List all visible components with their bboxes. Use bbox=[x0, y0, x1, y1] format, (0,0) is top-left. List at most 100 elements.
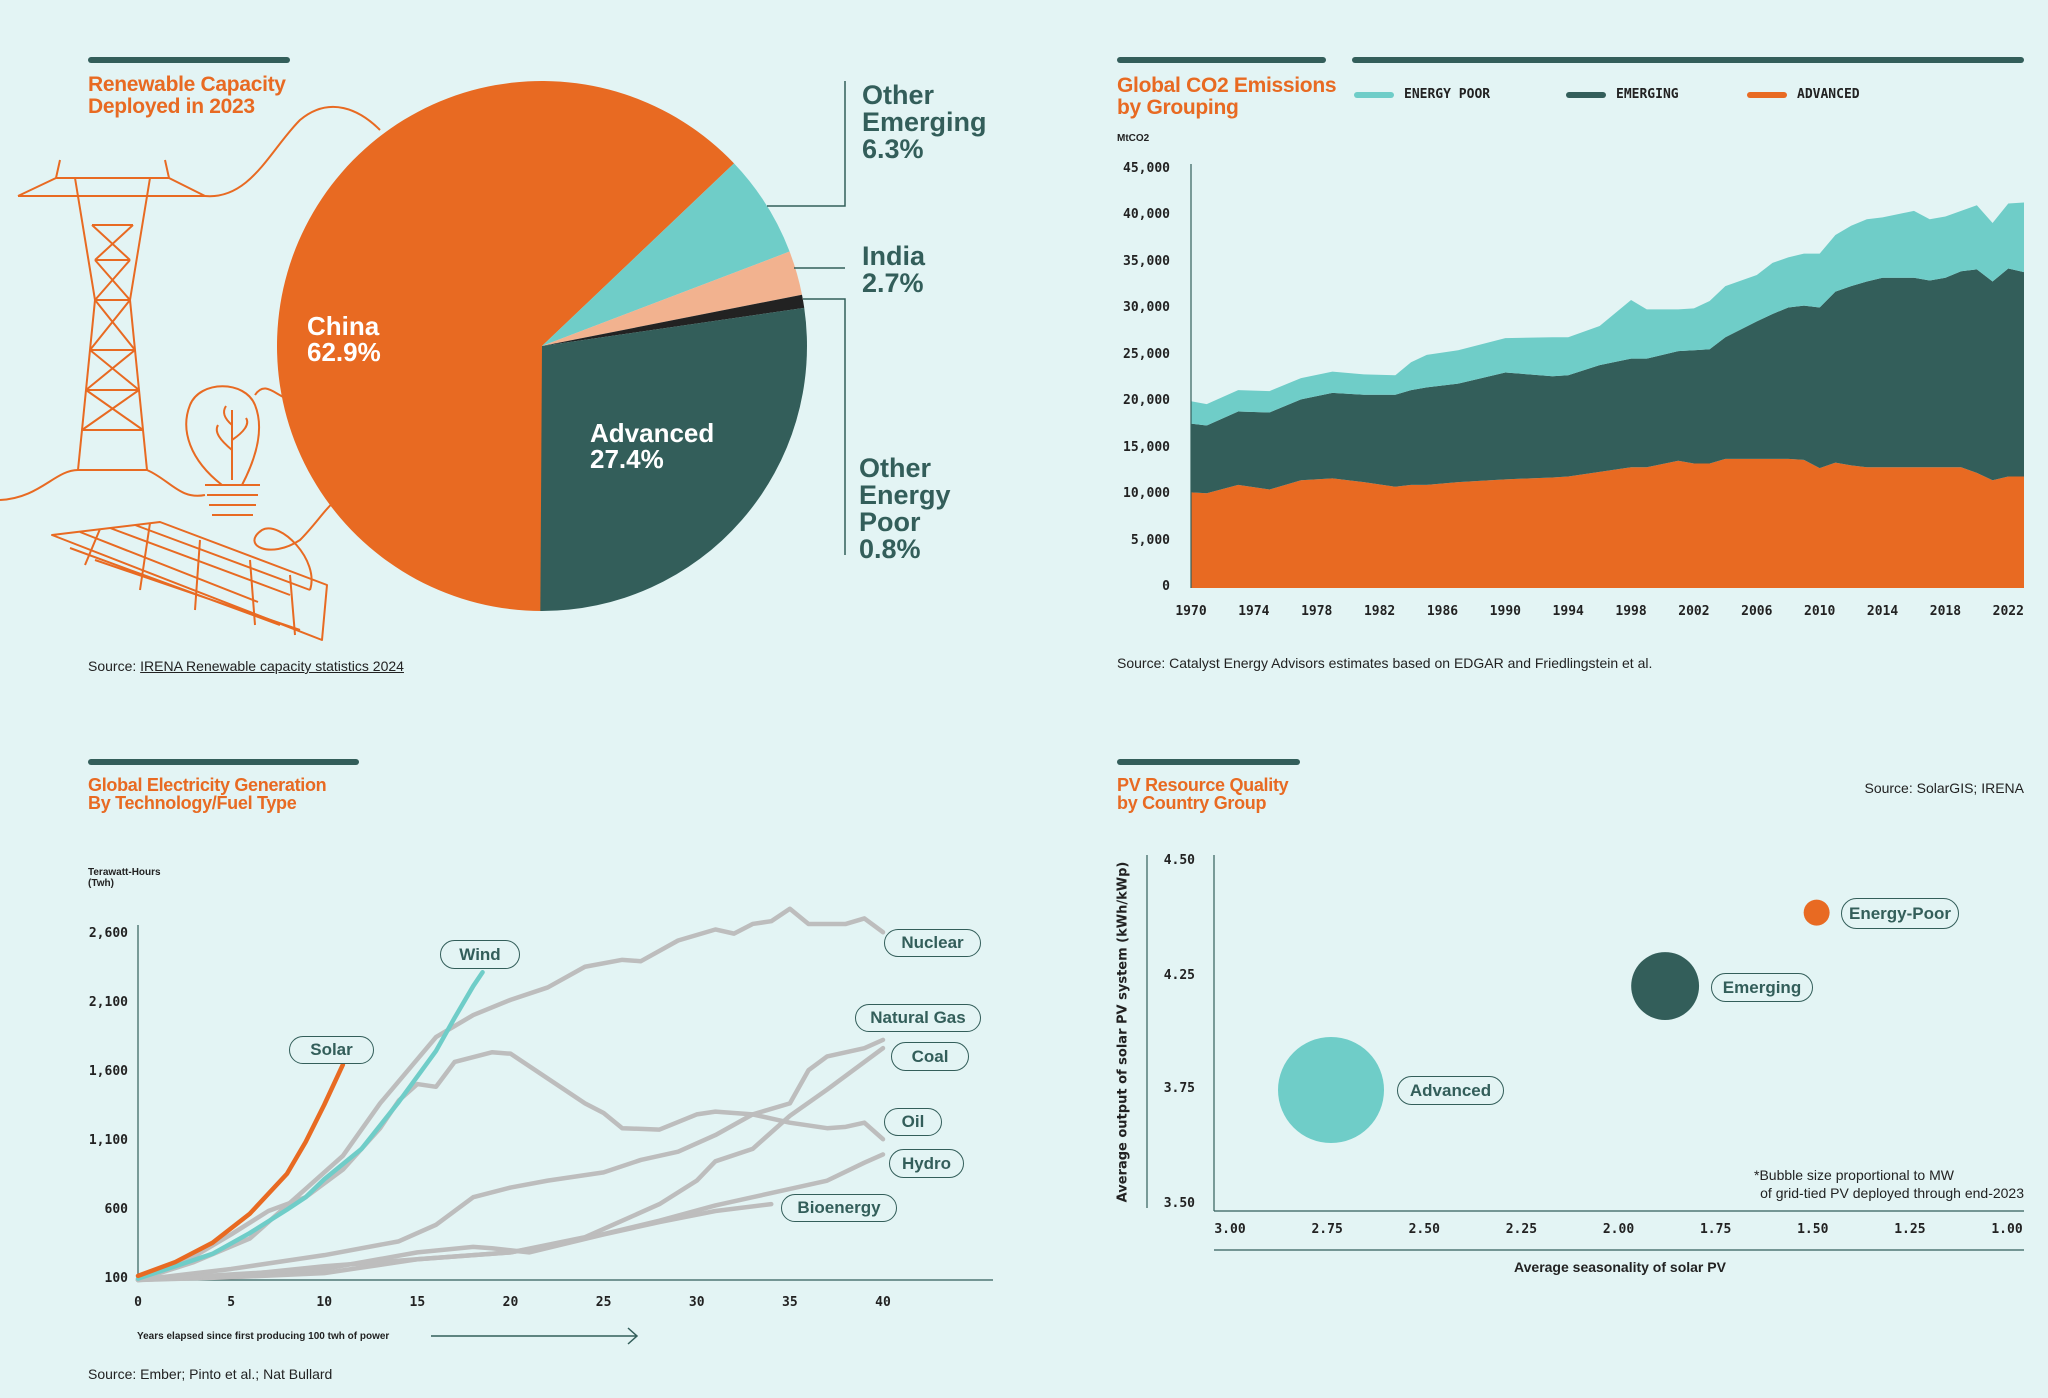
co2-title: Global CO2 Emissions by Grouping bbox=[1117, 74, 1337, 119]
x-tick-label: 40 bbox=[875, 1295, 891, 1310]
x-tick-label: 2002 bbox=[1678, 604, 1710, 619]
x-tick-label: 2022 bbox=[1992, 604, 2024, 619]
area-advanced bbox=[1191, 458, 2024, 588]
y-tick-label: 600 bbox=[104, 1202, 128, 1217]
pie-section-bar bbox=[88, 57, 290, 63]
series-label-hydro: Hydro bbox=[889, 1149, 964, 1178]
x-tick-label: 2.25 bbox=[1505, 1222, 1538, 1237]
x-tick-label: 35 bbox=[782, 1295, 798, 1310]
y-tick-label: 4.50 bbox=[1163, 853, 1195, 868]
x-tick-label: 0 bbox=[134, 1295, 142, 1310]
y-tick-label: 2,100 bbox=[88, 995, 128, 1010]
bubble-size-note: *Bubble size proportional to MW of grid-… bbox=[1754, 1166, 2024, 1202]
x-tick-label: 1986 bbox=[1426, 604, 1459, 619]
legend-swatch bbox=[1747, 91, 1787, 98]
advanced-value: 27.4% bbox=[590, 444, 664, 474]
unit-line: Terawatt-Hours bbox=[88, 867, 161, 878]
elec-title-line-2: By Technology/Fuel Type bbox=[88, 793, 297, 813]
x-tick-label: 1974 bbox=[1238, 604, 1270, 619]
label-line: India bbox=[862, 241, 926, 271]
line-natural-gas bbox=[135, 1037, 886, 1283]
pv-source: Source: SolarGIS; IRENA bbox=[1864, 780, 2024, 796]
x-tick-label: 1970 bbox=[1175, 604, 1207, 619]
power-pylon-icon bbox=[0, 105, 381, 501]
pie-slice-india bbox=[542, 251, 802, 346]
advanced-name: Advanced bbox=[590, 418, 715, 448]
china-name: China bbox=[307, 311, 380, 341]
y-tick-label: 40,000 bbox=[1123, 207, 1170, 223]
label-value: 6.3% bbox=[862, 134, 924, 164]
x-tick-label: 1978 bbox=[1301, 604, 1333, 619]
note-line: *Bubble size proportional to MW bbox=[1754, 1167, 1954, 1183]
label-line: Emerging bbox=[862, 107, 987, 137]
co2-title-line-1: Global CO2 Emissions bbox=[1117, 74, 1337, 97]
bubble-label-emerging: Emerging bbox=[1711, 973, 1813, 1002]
bubble-label-advanced: Advanced bbox=[1397, 1076, 1504, 1105]
series-label-nuclear: Nuclear bbox=[884, 929, 981, 957]
pie-label-other-emerging: Other Emerging 6.3% bbox=[862, 82, 987, 163]
legend-energy-poor: ENERGY POOR bbox=[1354, 87, 1490, 102]
x-tick-label: 10 bbox=[316, 1295, 333, 1310]
elec-section-bar bbox=[88, 759, 359, 765]
label-value: 0.8% bbox=[859, 534, 921, 564]
line-wind bbox=[135, 970, 485, 1281]
y-tick-label: 5,000 bbox=[1130, 532, 1170, 548]
y-tick-label: 30,000 bbox=[1123, 300, 1170, 316]
pie-slice-china bbox=[276, 81, 735, 612]
x-tick-label: 1.00 bbox=[1991, 1222, 2023, 1237]
x-tick-label: 30 bbox=[688, 1295, 705, 1310]
china-value: 62.9% bbox=[307, 337, 381, 367]
line-solar bbox=[135, 1062, 346, 1279]
area-energy-poor bbox=[1191, 202, 2024, 426]
y-tick-label: 1,100 bbox=[88, 1133, 128, 1148]
series-label-coal: Coal bbox=[891, 1042, 969, 1071]
x-tick-label: 2.00 bbox=[1602, 1222, 1635, 1237]
elec-title: Global Electricity Generation By Technol… bbox=[88, 776, 327, 813]
y-tick-label: 15,000 bbox=[1123, 439, 1170, 455]
bubble-energy-poor bbox=[1803, 899, 1830, 926]
line-bioenergy bbox=[135, 1201, 774, 1283]
legend-swatch bbox=[1354, 91, 1394, 98]
x-tick-label: 1982 bbox=[1363, 604, 1396, 619]
pie-label-china: China 62.9% bbox=[307, 313, 381, 365]
line-nuclear bbox=[135, 906, 886, 1283]
pv-title: PV Resource Quality by Country Group bbox=[1117, 776, 1289, 812]
solar-panel-icon bbox=[51, 494, 346, 641]
co2-title-line-2: by Grouping bbox=[1117, 96, 1239, 119]
note-line: of grid-tied PV deployed through end-202… bbox=[1760, 1185, 2024, 1201]
x-tick-label: 1.50 bbox=[1797, 1222, 1829, 1237]
pie-label-advanced: Advanced 27.4% bbox=[590, 420, 714, 472]
pie-title-line-2: Deployed in 2023 bbox=[88, 95, 255, 118]
label-line: Other bbox=[862, 80, 935, 110]
pie-title: Renewable Capacity Deployed in 2023 bbox=[88, 74, 286, 118]
legend-emerging: EMERGING bbox=[1566, 87, 1679, 102]
pie-label-other-energy-poor: Other Energy Poor 0.8% bbox=[859, 455, 951, 563]
elec-unit-label: Terawatt-Hours (Twh) bbox=[88, 867, 161, 889]
area-emerging bbox=[1191, 268, 2024, 494]
label-line: Poor bbox=[859, 507, 921, 537]
legend-advanced: ADVANCED bbox=[1747, 87, 1860, 102]
pie-slice-other-emerging bbox=[542, 163, 790, 346]
x-tick-label: 2.50 bbox=[1408, 1222, 1440, 1237]
legend-label: ADVANCED bbox=[1797, 87, 1860, 102]
bubble-emerging bbox=[1631, 952, 1700, 1020]
unit-line: (Twh) bbox=[88, 878, 114, 889]
y-tick-label: 3.50 bbox=[1163, 1196, 1195, 1211]
legend-label: EMERGING bbox=[1616, 87, 1679, 102]
pv-section-bar bbox=[1117, 759, 1300, 765]
x-tick-label: 1.25 bbox=[1894, 1222, 1926, 1237]
source-link[interactable]: IRENA Renewable capacity statistics 2024 bbox=[140, 658, 404, 674]
x-tick-label: 25 bbox=[595, 1295, 612, 1310]
pie-slice-other-energy-poor bbox=[542, 294, 805, 346]
y-tick-label: 35,000 bbox=[1123, 253, 1170, 269]
elec-x-axis-title: Years elapsed since first producing 100 … bbox=[137, 1331, 390, 1342]
legend-swatch bbox=[1566, 91, 1606, 98]
y-tick-label: 20,000 bbox=[1123, 393, 1170, 409]
x-tick-label: 3.00 bbox=[1214, 1222, 1246, 1237]
bubble-label-energy-poor: Energy-Poor bbox=[1841, 898, 1959, 929]
label-line: Other bbox=[859, 453, 932, 483]
co2-legend-bar bbox=[1352, 57, 2024, 63]
series-label-solar: Solar bbox=[289, 1036, 374, 1064]
x-tick-label: 2010 bbox=[1804, 604, 1836, 619]
